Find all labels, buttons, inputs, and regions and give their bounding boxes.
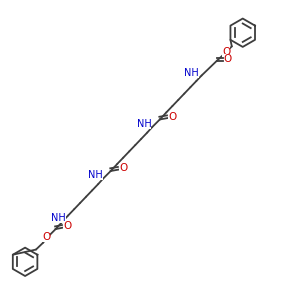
Text: O: O	[224, 55, 232, 64]
Text: O: O	[42, 232, 50, 242]
Text: NH: NH	[184, 68, 199, 78]
Text: NH: NH	[51, 213, 66, 223]
Text: O: O	[63, 221, 71, 231]
Text: NH: NH	[88, 170, 103, 180]
Text: O: O	[168, 112, 176, 122]
Text: O: O	[119, 163, 128, 173]
Text: O: O	[222, 47, 230, 57]
Text: NH: NH	[136, 119, 152, 129]
